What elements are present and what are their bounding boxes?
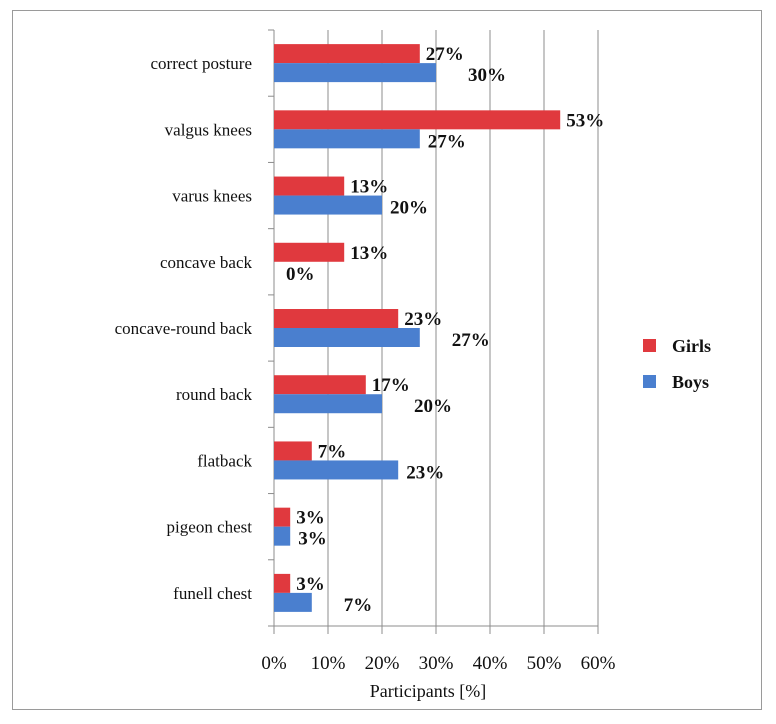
data-label-girls: 7% — [318, 441, 347, 462]
bars-layer — [274, 44, 561, 612]
data-label-girls: 3% — [296, 574, 325, 595]
labels-layer: correct posture 27%30%valgus knees 53%27%v… — [115, 44, 605, 616]
x-tick-label: 0% — [261, 653, 287, 674]
legend-swatch-girls — [643, 339, 656, 352]
data-label-boys: 23% — [406, 462, 444, 483]
data-label-girls: 17% — [372, 375, 410, 396]
category-label: concave-round back — [115, 319, 253, 338]
bar-boys — [274, 394, 382, 414]
x-tick-label: 40% — [473, 653, 508, 674]
legend-swatch-boys — [643, 375, 656, 388]
category-label: varus knees — [172, 187, 252, 206]
category-label: funell chest — [173, 584, 252, 603]
x-tick-label: 60% — [581, 653, 616, 674]
category-label: flatback — [197, 451, 252, 470]
bar-boys — [274, 129, 420, 149]
bar-boys — [274, 63, 436, 83]
data-label-boys: 27% — [452, 330, 490, 351]
legend-label-girls: Girls — [672, 336, 711, 356]
bar-girls — [274, 375, 366, 395]
data-label-boys: 20% — [390, 198, 428, 219]
bar-boys — [274, 460, 399, 480]
data-label-boys: 27% — [428, 131, 466, 152]
category-label: correct posture — [151, 54, 252, 73]
bar-girls — [274, 44, 420, 64]
data-label-girls: 53% — [566, 110, 604, 131]
bar-girls — [274, 110, 561, 130]
bar-boys — [274, 328, 420, 347]
x-tick-label: 50% — [527, 653, 562, 674]
bar-girls — [274, 242, 345, 262]
x-axis-title: Participants [%] — [370, 681, 486, 701]
data-label-girls: 13% — [350, 177, 388, 198]
x-tick-label: 20% — [365, 653, 400, 674]
x-tick-label: 30% — [419, 653, 454, 674]
bar-girls — [274, 507, 291, 527]
data-label-girls: 23% — [404, 309, 442, 330]
legend-label-boys: Boys — [672, 372, 709, 392]
bar-girls — [274, 309, 399, 328]
category-label: concave back — [160, 253, 253, 272]
bar-girls — [274, 176, 345, 196]
x-tick-label: 10% — [311, 653, 346, 674]
data-label-boys: 0% — [286, 264, 315, 285]
category-label: valgus knees — [165, 120, 252, 139]
category-label: pigeon chest — [167, 518, 253, 537]
category-label: round back — [176, 385, 253, 404]
data-label-girls: 13% — [350, 243, 388, 264]
data-label-boys: 3% — [298, 529, 327, 550]
data-label-boys: 7% — [344, 595, 373, 616]
data-label-girls: 3% — [296, 508, 325, 529]
data-label-boys: 20% — [414, 396, 452, 417]
bar-boys — [274, 195, 382, 215]
data-label-boys: 30% — [468, 65, 506, 86]
bar-girls — [274, 441, 312, 461]
data-label-girls: 27% — [426, 44, 464, 65]
bar-boys — [274, 592, 312, 612]
bar-boys — [274, 526, 291, 546]
bar-girls — [274, 573, 291, 593]
legend: Girls Boys — [643, 336, 711, 392]
